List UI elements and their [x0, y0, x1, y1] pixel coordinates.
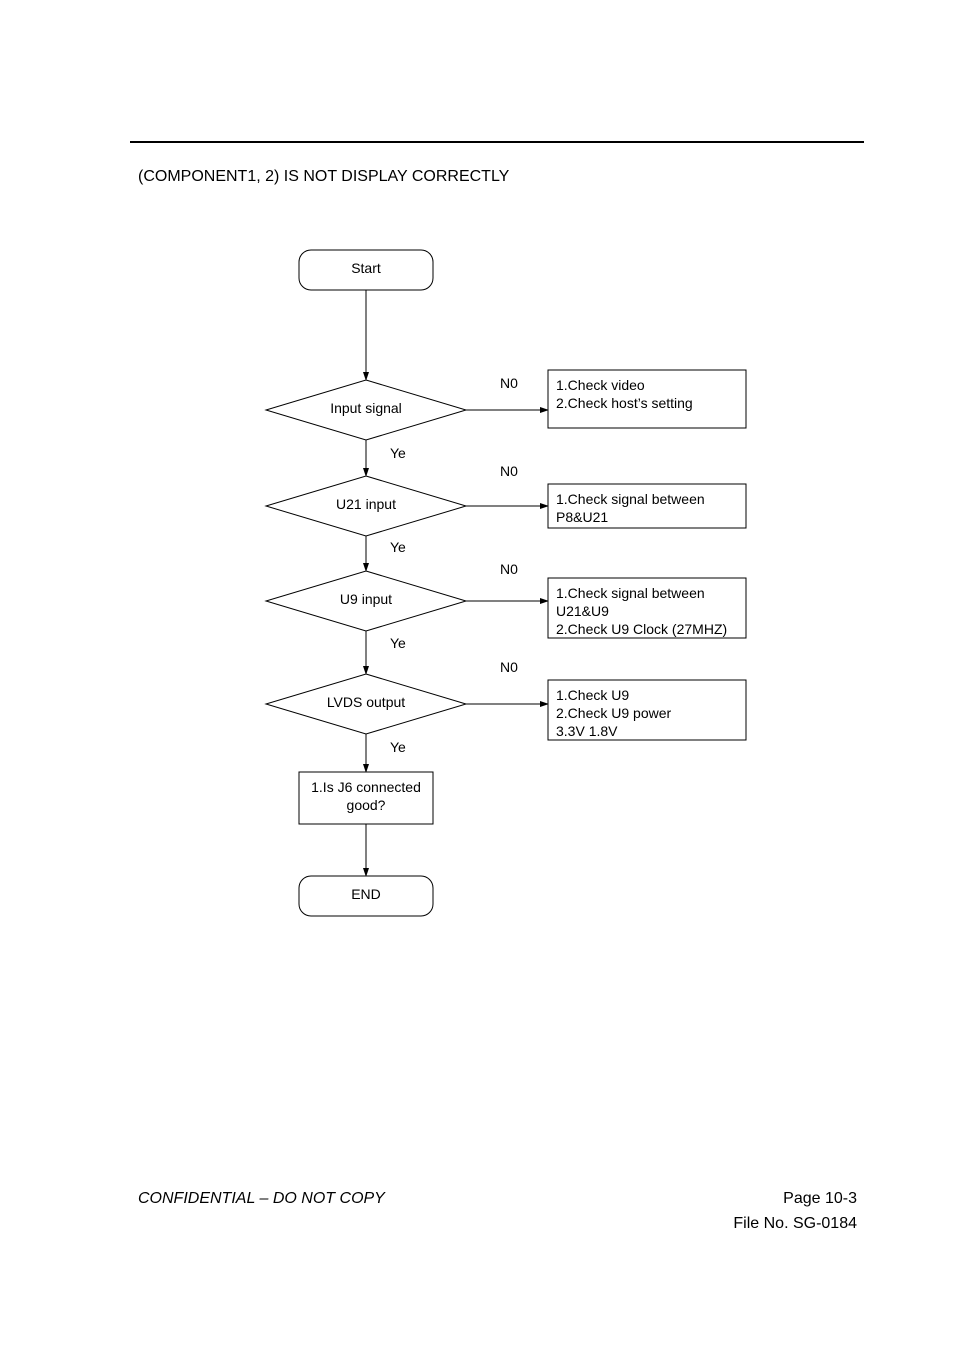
edge-label: N0	[500, 561, 518, 577]
node-label: 3.3V 1.8V	[556, 723, 618, 739]
node-label: 2.Check host’s setting	[556, 395, 693, 411]
node-label: 2.Check U9 Clock (27MHZ)	[556, 621, 727, 637]
edge-label: N0	[500, 463, 518, 479]
edge-label: N0	[500, 375, 518, 391]
page: (COMPONENT1, 2) IS NOT DISPLAY CORRECTLY…	[0, 0, 954, 1351]
node-d4: LVDS output	[266, 674, 466, 734]
footer-confidential: CONFIDENTIAL – DO NOT COPY	[138, 1190, 385, 1208]
node-end: END	[299, 876, 433, 916]
node-start: Start	[299, 250, 433, 290]
node-p2: 1.Check signal between P8&U21	[548, 484, 746, 528]
node-label: 1.Is J6 connected	[311, 779, 421, 795]
node-label: P8&U21	[556, 509, 608, 525]
node-p1: 1.Check video 2.Check host’s setting	[548, 370, 746, 428]
edge-label: Ye	[390, 635, 406, 651]
node-q1: 1.Is J6 connected good?	[299, 772, 433, 824]
node-label: Start	[351, 260, 381, 276]
node-d1: Input signal	[266, 380, 466, 440]
node-label: U9 input	[340, 591, 392, 607]
node-label: U21&U9	[556, 603, 609, 619]
edge-label: Ye	[390, 445, 406, 461]
node-label: 1.Check video	[556, 377, 645, 393]
node-label: 2.Check U9 power	[556, 705, 672, 721]
node-label: 1.Check signal between	[556, 491, 705, 507]
node-p4: 1.Check U9 2.Check U9 power 3.3V 1.8V	[548, 680, 746, 740]
edge-label: Ye	[390, 539, 406, 555]
node-d2: U21 input	[266, 476, 466, 536]
node-label: 1.Check signal between	[556, 585, 705, 601]
node-p3: 1.Check signal between U21&U9 2.Check U9 C…	[548, 578, 746, 638]
node-label: 1.Check U9	[556, 687, 629, 703]
footer-page-number: Page 10-3	[783, 1190, 857, 1208]
edge-label: N0	[500, 659, 518, 675]
footer-file-number: File No. SG-0184	[733, 1215, 857, 1233]
node-d3: U9 input	[266, 571, 466, 631]
node-label: LVDS output	[327, 694, 405, 710]
node-label: Input signal	[330, 400, 402, 416]
nodes-layer: Start Input signal 1.Check video 2.Check ho…	[266, 250, 746, 916]
edge-label: Ye	[390, 739, 406, 755]
node-label: U21 input	[336, 496, 396, 512]
flowchart-canvas: Start Input signal 1.Check video 2.Check ho…	[0, 0, 954, 1351]
node-label: END	[351, 886, 381, 902]
node-label: good?	[347, 797, 386, 813]
